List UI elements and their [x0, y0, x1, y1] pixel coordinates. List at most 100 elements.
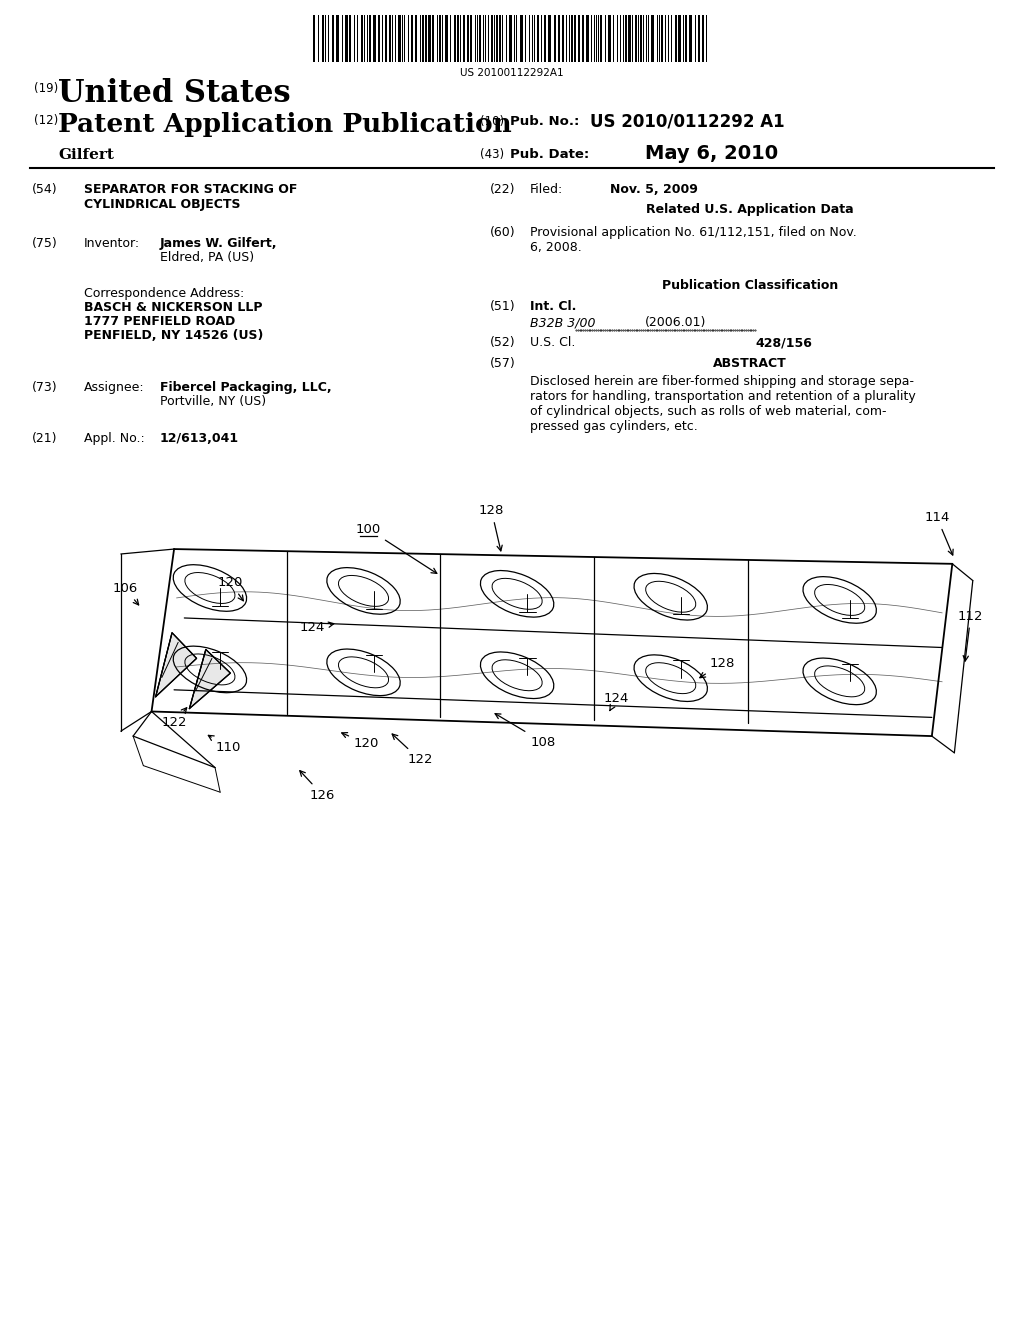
Text: Disclosed herein are fiber-formed shipping and storage sepa-
rators for handling: Disclosed herein are fiber-formed shippi…	[530, 375, 915, 433]
Text: 122: 122	[392, 734, 432, 766]
Text: James W. Gilfert,: James W. Gilfert,	[160, 238, 278, 249]
Bar	[479, 15, 481, 62]
Text: (54): (54)	[32, 183, 57, 195]
Text: (52): (52)	[490, 337, 516, 348]
Bar	[662, 15, 663, 62]
Bar	[554, 15, 556, 62]
Bar	[373, 15, 376, 62]
Bar	[369, 15, 371, 62]
Text: 100: 100	[356, 523, 437, 573]
Text: (19): (19)	[34, 82, 58, 95]
Bar	[600, 15, 602, 62]
Bar	[509, 15, 512, 62]
Bar	[640, 15, 642, 62]
Text: BASCH & NICKERSON LLP: BASCH & NICKERSON LLP	[84, 301, 262, 314]
Bar	[702, 15, 705, 62]
Text: Patent Application Publication: Patent Application Publication	[58, 112, 512, 137]
Bar	[415, 15, 417, 62]
Text: 128: 128	[699, 657, 734, 677]
Text: Correspondence Address:: Correspondence Address:	[84, 286, 245, 300]
Bar	[378, 15, 380, 62]
Bar	[467, 15, 469, 62]
Bar	[422, 15, 424, 62]
Bar	[463, 15, 465, 62]
Text: (21): (21)	[32, 432, 57, 445]
Text: Related U.S. Application Data: Related U.S. Application Data	[646, 203, 854, 216]
Text: 428/156: 428/156	[755, 337, 812, 348]
Text: Filed:: Filed:	[530, 183, 563, 195]
Bar	[411, 15, 413, 62]
Bar	[698, 15, 700, 62]
Text: Fibercel Packaging, LLC,: Fibercel Packaging, LLC,	[160, 381, 332, 393]
Bar	[470, 15, 472, 62]
Text: Assignee:: Assignee:	[84, 381, 144, 393]
Text: US 20100112292A1: US 20100112292A1	[460, 69, 563, 78]
Bar	[385, 15, 387, 62]
Polygon shape	[156, 632, 197, 697]
Text: 114: 114	[925, 511, 953, 554]
Text: 126: 126	[300, 771, 335, 801]
Bar	[520, 15, 523, 62]
Text: B32B 3/00: B32B 3/00	[530, 315, 596, 329]
Bar	[571, 15, 573, 62]
Bar	[496, 15, 498, 62]
Text: Int. Cl.: Int. Cl.	[530, 300, 577, 313]
Text: (57): (57)	[490, 356, 516, 370]
Bar	[582, 15, 584, 62]
Text: Inventor:: Inventor:	[84, 238, 140, 249]
Text: 1777 PENFIELD ROAD: 1777 PENFIELD ROAD	[84, 315, 236, 327]
Text: (51): (51)	[490, 300, 516, 313]
Bar	[336, 15, 339, 62]
Bar	[635, 15, 637, 62]
Text: 120: 120	[218, 576, 244, 601]
Text: Portville, NY (US): Portville, NY (US)	[160, 395, 266, 408]
Text: May 6, 2010: May 6, 2010	[645, 144, 778, 162]
Bar	[345, 15, 348, 62]
Bar	[361, 15, 362, 62]
Bar	[544, 15, 546, 62]
Bar	[445, 15, 449, 62]
Text: Provisional application No. 61/112,151, filed on Nov.
6, 2008.: Provisional application No. 61/112,151, …	[530, 226, 857, 253]
Bar	[537, 15, 539, 62]
Bar	[322, 15, 324, 62]
Bar	[398, 15, 401, 62]
Bar	[490, 15, 493, 62]
Text: Gilfert: Gilfert	[58, 148, 114, 162]
Bar	[389, 15, 391, 62]
Text: Nov. 5, 2009: Nov. 5, 2009	[610, 183, 698, 195]
Text: (43): (43)	[480, 148, 504, 161]
Text: ABSTRACT: ABSTRACT	[713, 356, 786, 370]
Text: (2006.01): (2006.01)	[645, 315, 707, 329]
Text: U.S. Cl.: U.S. Cl.	[530, 337, 575, 348]
Text: 122: 122	[162, 708, 186, 729]
Text: 128: 128	[479, 504, 504, 550]
Bar	[608, 15, 611, 62]
Text: 124: 124	[604, 692, 629, 710]
Bar	[628, 15, 631, 62]
Bar	[651, 15, 654, 62]
Bar	[425, 15, 427, 62]
Text: (12): (12)	[34, 114, 58, 127]
Bar	[675, 15, 677, 62]
Text: Appl. No.:: Appl. No.:	[84, 432, 144, 445]
Text: Pub. No.:: Pub. No.:	[510, 115, 580, 128]
Bar	[428, 15, 431, 62]
Bar	[439, 15, 441, 62]
Text: 124: 124	[300, 622, 334, 635]
Bar	[332, 15, 334, 62]
Bar	[586, 15, 589, 62]
Bar	[685, 15, 687, 62]
Bar	[349, 15, 351, 62]
Bar	[457, 15, 459, 62]
Text: 12/613,041: 12/613,041	[160, 432, 240, 445]
Text: 108: 108	[496, 714, 555, 748]
Text: PENFIELD, NY 14526 (US): PENFIELD, NY 14526 (US)	[84, 329, 263, 342]
Bar	[578, 15, 580, 62]
Text: 120: 120	[342, 733, 379, 751]
Bar	[548, 15, 551, 62]
Bar	[313, 15, 315, 62]
Text: 110: 110	[208, 735, 241, 755]
Bar	[562, 15, 564, 62]
Text: SEPARATOR FOR STACKING OF
CYLINDRICAL OBJECTS: SEPARATOR FOR STACKING OF CYLINDRICAL OB…	[84, 183, 297, 211]
Text: (22): (22)	[490, 183, 515, 195]
